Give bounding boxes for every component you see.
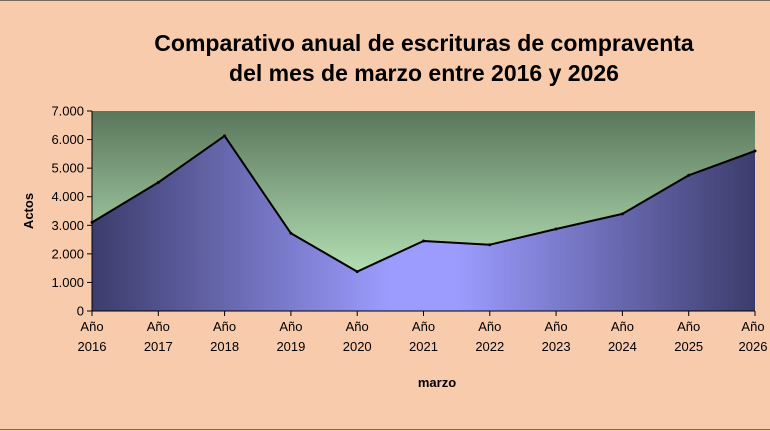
x-tick-label: 2019 (276, 339, 305, 354)
chart-title-line-2: del mes de marzo entre 2016 y 2026 (229, 60, 619, 86)
x-tick-label: Año (279, 319, 302, 334)
x-tick-label: Año (478, 319, 501, 334)
x-tick-label: Año (611, 319, 634, 334)
x-tick-label: 2016 (78, 339, 107, 354)
x-tick-label: 2023 (542, 339, 571, 354)
y-tick-label: 6.000 (51, 132, 84, 147)
x-tick-label: Año (80, 319, 103, 334)
x-tick-label: 2020 (343, 339, 372, 354)
y-tick-label: 1.000 (51, 275, 84, 290)
data-point-2025 (687, 173, 691, 177)
x-tick-label: 2026 (739, 339, 768, 354)
x-tick-label: 2025 (674, 339, 703, 354)
chart-title: Comparativo anual de escrituras de compr… (154, 30, 694, 86)
data-point-2023 (554, 227, 558, 231)
x-tick-label: Año (545, 319, 568, 334)
y-tick-label: 2.000 (51, 246, 84, 261)
x-tick-label: Año (412, 319, 435, 334)
y-tick-label: 7.000 (51, 104, 84, 119)
series-area (92, 135, 755, 311)
x-tick-label: 2024 (608, 339, 637, 354)
data-point-2018 (223, 134, 227, 138)
y-axis-label: Actos (21, 193, 36, 229)
y-tick-label: 3.000 (51, 218, 84, 233)
y-tick-label: 4.000 (51, 189, 84, 204)
x-tick-label: 2022 (475, 339, 504, 354)
data-point-2020 (355, 270, 359, 274)
x-tick-label: Año (741, 319, 764, 334)
y-tick-label: 0 (77, 304, 84, 319)
data-point-2024 (620, 212, 624, 216)
data-point-2026 (753, 149, 757, 153)
data-point-2022 (488, 243, 492, 247)
x-tick-label: 2018 (210, 339, 239, 354)
data-point-2021 (422, 239, 425, 243)
x-axis-label: marzo (418, 375, 456, 390)
chart-title-line-1: Comparativo anual de escrituras de compr… (154, 30, 694, 56)
data-points (90, 134, 757, 274)
x-tick-label: Año (346, 319, 369, 334)
data-point-2017 (156, 180, 160, 184)
x-tick-label: 2017 (144, 339, 173, 354)
x-tick-label: Año (677, 319, 700, 334)
x-tick-label: Año (213, 319, 236, 334)
x-axis: Año 2016 Año 2017 Año 2018 Año 2019 Año 2020 Año 20… (78, 310, 768, 354)
y-axis: 0 1.000 2.000 3.000 4.000 5.000 6.000 7.000 (51, 104, 93, 319)
x-tick-label: Año (147, 319, 170, 334)
data-point-2019 (289, 231, 293, 235)
y-tick-label: 5.000 (51, 161, 84, 176)
x-tick-label: 2021 (409, 339, 438, 354)
